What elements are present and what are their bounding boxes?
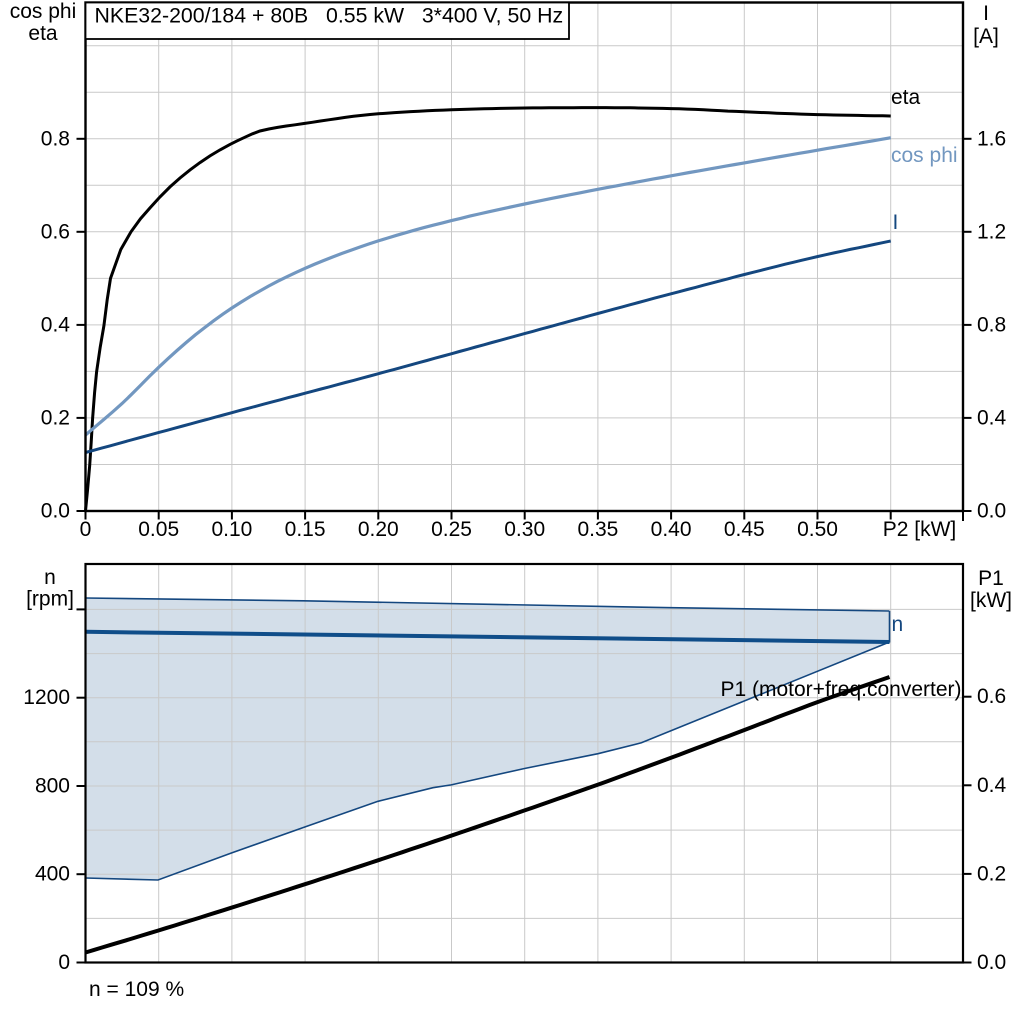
- svg-text:0.10: 0.10: [211, 518, 252, 541]
- svg-text:0.6: 0.6: [977, 685, 1006, 708]
- svg-text:P2 [kW]: P2 [kW]: [883, 518, 957, 541]
- svg-text:0: 0: [58, 951, 70, 974]
- svg-text:0.40: 0.40: [651, 518, 692, 541]
- svg-text:0.45: 0.45: [724, 518, 765, 541]
- svg-text:0.4: 0.4: [41, 313, 71, 336]
- svg-text:cos phi: cos phi: [10, 0, 77, 23]
- svg-text:n = 109 %: n = 109 %: [89, 978, 184, 1001]
- svg-text:NKE32-200/184 + 80B 0.55 kW: NKE32-200/184 + 80B 0.55 kW 3*400 V, 50 …: [95, 4, 564, 28]
- svg-text:n: n: [892, 613, 904, 636]
- svg-text:0.0: 0.0: [41, 500, 70, 523]
- svg-text:0.8: 0.8: [41, 127, 70, 150]
- svg-text:0.20: 0.20: [358, 518, 399, 541]
- svg-text:1.6: 1.6: [977, 127, 1006, 150]
- svg-text:n: n: [44, 566, 56, 589]
- svg-text:400: 400: [35, 863, 70, 886]
- svg-text:[rpm]: [rpm]: [26, 588, 74, 611]
- svg-text:eta: eta: [28, 22, 58, 45]
- svg-text:0: 0: [80, 518, 92, 541]
- svg-text:[A]: [A]: [973, 25, 999, 48]
- svg-text:0.50: 0.50: [797, 518, 838, 541]
- svg-text:0.4: 0.4: [977, 406, 1007, 429]
- svg-text:1.2: 1.2: [977, 220, 1006, 243]
- svg-text:[kW]: [kW]: [970, 589, 1012, 612]
- svg-text:I: I: [893, 211, 899, 234]
- svg-text:0.15: 0.15: [285, 518, 326, 541]
- svg-text:0.6: 0.6: [41, 220, 70, 243]
- svg-text:0.05: 0.05: [138, 518, 179, 541]
- svg-text:0.25: 0.25: [431, 518, 472, 541]
- svg-text:0.30: 0.30: [504, 518, 545, 541]
- svg-text:0.2: 0.2: [977, 862, 1006, 885]
- svg-text:eta: eta: [891, 86, 921, 109]
- svg-text:800: 800: [35, 775, 70, 798]
- svg-text:I: I: [983, 2, 989, 25]
- svg-text:1200: 1200: [23, 686, 70, 709]
- svg-text:cos phi: cos phi: [891, 144, 958, 167]
- svg-text:P1: P1: [978, 567, 1004, 590]
- svg-text:0.8: 0.8: [977, 313, 1006, 336]
- svg-text:0.0: 0.0: [977, 951, 1006, 974]
- svg-text:0.0: 0.0: [977, 500, 1006, 523]
- svg-text:0.35: 0.35: [577, 518, 618, 541]
- svg-text:P1 (motor+freq.converter): P1 (motor+freq.converter): [720, 678, 961, 701]
- svg-text:0.2: 0.2: [41, 406, 70, 429]
- svg-text:0.4: 0.4: [977, 774, 1007, 797]
